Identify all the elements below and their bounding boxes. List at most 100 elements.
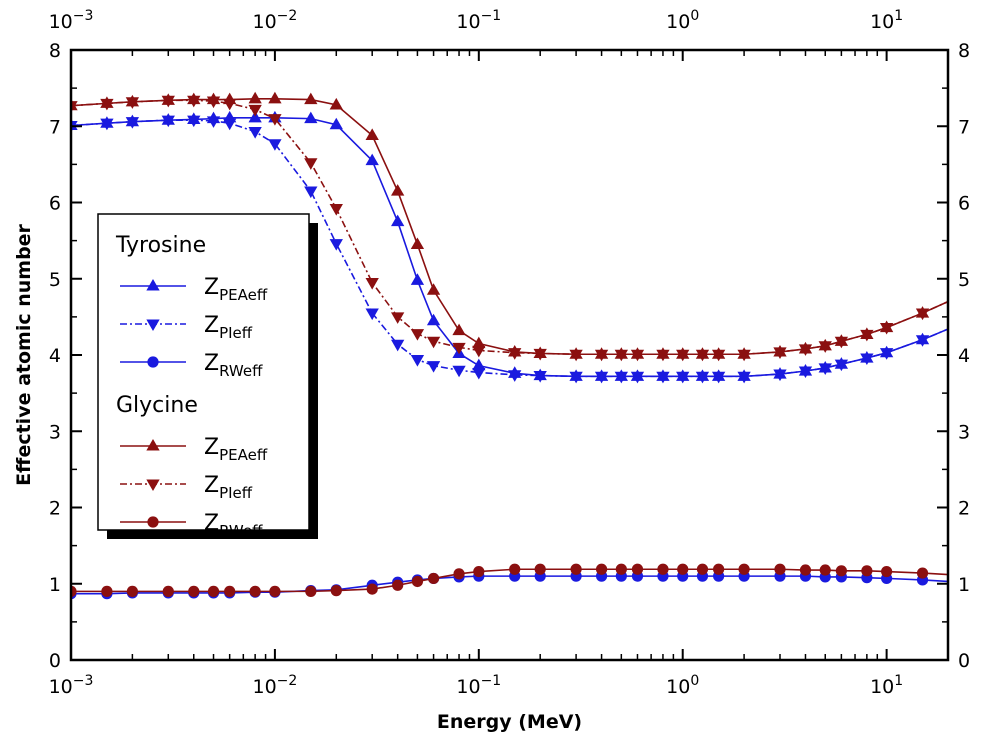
data-point xyxy=(391,312,405,324)
data-point xyxy=(101,585,113,597)
data-point xyxy=(860,353,874,366)
y-tick-label-right: 7 xyxy=(958,116,970,138)
data-point xyxy=(329,204,343,216)
data-point xyxy=(676,371,690,384)
y-tick-label-right: 1 xyxy=(958,574,970,596)
data-point xyxy=(737,349,751,362)
y-tick-label-right: 5 xyxy=(958,269,970,291)
data-point xyxy=(594,371,609,384)
data-point xyxy=(187,115,201,128)
data-point xyxy=(223,118,237,131)
data-point xyxy=(391,339,405,352)
y-tick-label-left: 2 xyxy=(49,498,61,520)
data-point xyxy=(798,344,813,356)
data-point xyxy=(427,572,440,585)
data-point xyxy=(881,565,893,578)
data-point xyxy=(818,363,832,375)
data-point xyxy=(305,585,317,597)
data-point xyxy=(269,585,281,597)
data-point xyxy=(819,564,831,576)
data-point xyxy=(774,563,786,575)
data-point xyxy=(509,563,521,575)
x-tick-label-top: 100 xyxy=(666,8,699,33)
series-4 xyxy=(71,95,948,362)
data-point xyxy=(248,110,262,123)
data-point xyxy=(366,583,378,595)
data-point xyxy=(835,565,847,577)
data-point xyxy=(426,283,441,295)
y-tick-label-left: 6 xyxy=(49,193,61,215)
x-tick-label-bottom: 10−1 xyxy=(456,673,501,698)
x-tick-label-bottom: 10−2 xyxy=(252,673,297,698)
data-point xyxy=(188,585,200,597)
data-point xyxy=(615,563,627,575)
data-point xyxy=(472,367,486,380)
data-point xyxy=(304,186,318,199)
data-point xyxy=(631,563,644,575)
data-point xyxy=(248,104,262,117)
data-point xyxy=(798,366,813,379)
series-line xyxy=(71,568,948,593)
data-point xyxy=(426,313,441,326)
legend-box xyxy=(97,213,310,531)
y-tick-label-left: 1 xyxy=(49,574,61,596)
y-tick-label-left: 5 xyxy=(49,269,61,291)
data-point xyxy=(472,336,486,349)
y-tick-label-right: 2 xyxy=(958,498,970,520)
data-point xyxy=(248,127,262,139)
legend-label: ZPEAeff xyxy=(204,435,268,464)
data-point xyxy=(268,91,282,104)
legend-marker xyxy=(146,279,160,291)
x-tick-label-top: 10−2 xyxy=(252,8,297,33)
data-point xyxy=(533,348,547,361)
data-point xyxy=(410,329,425,341)
data-point xyxy=(426,361,441,373)
data-point xyxy=(224,585,236,597)
y-tick-label-left: 3 xyxy=(49,421,61,443)
legend-marker xyxy=(147,356,159,368)
data-point xyxy=(696,563,709,575)
legend-label: ZPEAeff xyxy=(204,275,268,304)
series-1 xyxy=(71,115,948,384)
data-point xyxy=(737,371,751,384)
data-point xyxy=(391,184,405,196)
y-tick-label-left: 8 xyxy=(49,40,61,62)
y-tick-label-right: 0 xyxy=(958,650,970,672)
data-point xyxy=(595,563,608,575)
x-tick-label-bottom: 101 xyxy=(870,673,903,698)
y-tick-label-left: 7 xyxy=(49,116,61,138)
y-tick-label-right: 6 xyxy=(958,193,970,215)
data-point xyxy=(614,371,628,384)
data-point xyxy=(365,278,379,290)
data-point xyxy=(223,98,237,111)
data-point xyxy=(206,96,221,109)
data-point xyxy=(711,371,726,384)
data-point xyxy=(452,365,466,378)
legend-label: ZPIeff xyxy=(204,473,253,502)
legend-group-title: Tyrosine xyxy=(115,233,206,258)
data-point xyxy=(773,347,787,359)
data-point xyxy=(879,323,894,335)
legend-marker xyxy=(147,516,159,528)
data-point xyxy=(713,563,725,575)
legend-marker xyxy=(146,439,160,451)
data-point xyxy=(100,98,114,111)
data-point xyxy=(452,323,466,336)
data-point xyxy=(268,139,282,151)
legend-group-title: Glycine xyxy=(116,393,198,418)
data-point xyxy=(773,369,787,382)
data-point xyxy=(207,585,220,597)
data-point xyxy=(71,101,78,113)
data-point xyxy=(329,97,343,110)
data-point xyxy=(452,342,466,355)
data-point xyxy=(391,214,405,227)
data-point xyxy=(304,111,318,124)
data-point xyxy=(799,564,812,576)
data-point xyxy=(304,92,318,105)
data-point xyxy=(677,563,689,575)
legend-marker xyxy=(146,479,160,491)
data-point xyxy=(656,371,670,384)
y-tick-label-left: 0 xyxy=(49,650,61,672)
data-point xyxy=(534,563,546,575)
data-point xyxy=(161,115,175,128)
